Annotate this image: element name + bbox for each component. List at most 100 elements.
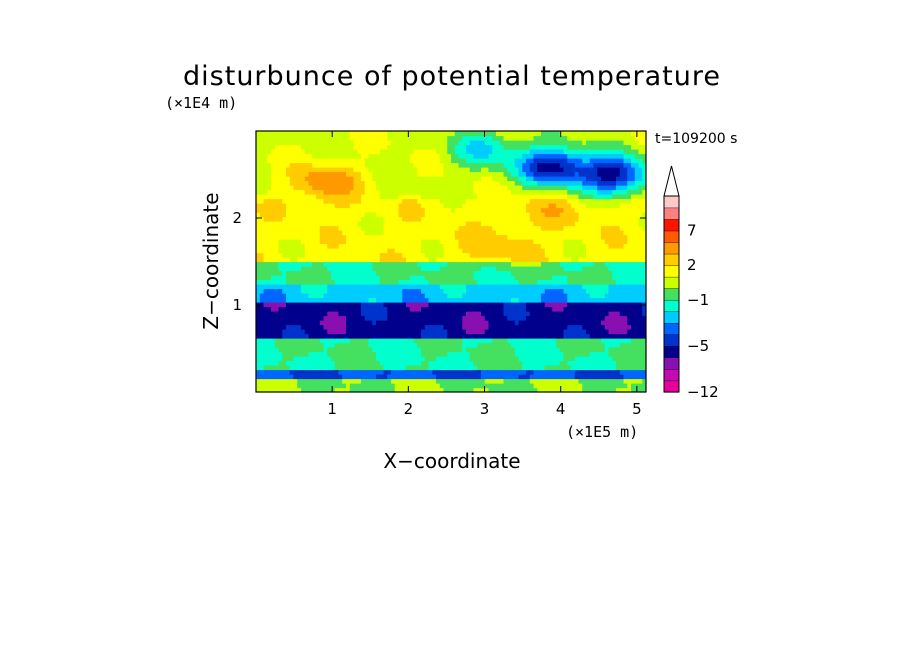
field-cell	[454, 360, 460, 366]
field-cell	[439, 378, 445, 384]
field-cell	[582, 185, 587, 191]
field-cell	[439, 275, 445, 281]
field-cell	[634, 198, 640, 204]
y-axis-unit: (×1E4 m)	[165, 94, 237, 112]
field-cell	[353, 356, 358, 362]
field-cell	[334, 365, 340, 371]
field-cell	[387, 230, 392, 236]
field-cell	[364, 243, 370, 249]
field-cell	[567, 275, 572, 281]
field-cell	[481, 248, 486, 254]
field-cell	[361, 333, 366, 339]
field-cell	[481, 189, 486, 195]
field-cell	[499, 266, 505, 272]
field-cell	[526, 347, 531, 353]
field-cell	[597, 324, 602, 330]
field-cell	[398, 293, 403, 299]
field-cell	[642, 239, 646, 245]
field-cell	[308, 356, 313, 362]
field-cell	[634, 189, 640, 195]
field-cell	[578, 194, 583, 200]
field-cell	[327, 342, 332, 348]
field-cell	[304, 189, 310, 195]
field-cell	[597, 387, 602, 392]
field-cell	[616, 342, 621, 348]
field-cell	[259, 221, 265, 227]
field-cell	[398, 194, 403, 200]
field-cell	[353, 387, 358, 392]
field-cell	[612, 185, 617, 191]
field-cell	[383, 221, 388, 227]
field-cell	[398, 225, 403, 231]
field-cell	[552, 266, 557, 272]
field-cell	[259, 383, 265, 389]
field-cell	[601, 266, 606, 272]
field-cell	[428, 387, 433, 392]
field-cell	[319, 374, 325, 380]
field-cell	[469, 293, 475, 299]
field-cell	[293, 198, 298, 204]
field-cell	[436, 284, 441, 290]
field-cell	[259, 225, 265, 231]
field-cell	[529, 342, 535, 348]
field-cell	[286, 180, 291, 186]
field-cell	[488, 306, 493, 312]
field-cell	[286, 293, 291, 299]
field-cell	[529, 239, 535, 245]
field-cell	[436, 324, 441, 330]
field-cell	[282, 261, 287, 267]
field-cell	[503, 243, 508, 249]
field-cell	[559, 311, 565, 317]
field-cell	[638, 288, 643, 294]
field-cell	[507, 320, 512, 326]
field-cell	[361, 230, 366, 236]
field-cell	[529, 221, 535, 227]
field-cell	[334, 311, 340, 317]
field-cell	[642, 284, 646, 290]
field-cell	[589, 198, 595, 204]
field-cell	[304, 387, 310, 392]
field-cell	[301, 387, 306, 392]
field-cell	[398, 239, 403, 245]
field-cell	[507, 306, 512, 312]
field-cell	[589, 351, 595, 357]
field-cell	[638, 221, 643, 227]
field-cell	[601, 351, 606, 357]
field-cell	[589, 288, 595, 294]
field-cell	[432, 356, 437, 362]
field-cell	[616, 234, 621, 240]
field-cell	[361, 270, 366, 276]
field-cell	[439, 342, 445, 348]
field-cell	[488, 342, 493, 348]
field-cell	[466, 203, 471, 209]
field-cell	[619, 342, 625, 348]
field-cell	[323, 221, 328, 227]
field-cell	[383, 356, 388, 362]
field-cell	[526, 365, 531, 371]
field-cell	[541, 180, 546, 186]
field-cell	[574, 194, 580, 200]
field-cell	[631, 293, 636, 299]
field-cell	[631, 176, 636, 182]
field-cell	[316, 252, 321, 258]
field-cell	[631, 365, 636, 371]
field-cell	[331, 347, 336, 353]
field-cell	[451, 365, 456, 371]
field-cell	[304, 194, 310, 200]
field-cell	[522, 180, 527, 186]
field-cell	[361, 203, 366, 209]
field-cell	[458, 342, 463, 348]
field-cell	[537, 387, 542, 392]
field-cell	[364, 257, 370, 263]
field-cell	[544, 338, 550, 344]
field-cell	[631, 239, 636, 245]
field-cell	[484, 387, 490, 392]
field-cell	[627, 225, 632, 231]
field-cell	[293, 270, 298, 276]
field-cell	[627, 180, 632, 186]
field-cell	[548, 360, 553, 366]
field-cell	[346, 270, 351, 276]
field-cell	[394, 293, 400, 299]
field-cell	[308, 261, 313, 267]
field-cell	[368, 374, 373, 380]
